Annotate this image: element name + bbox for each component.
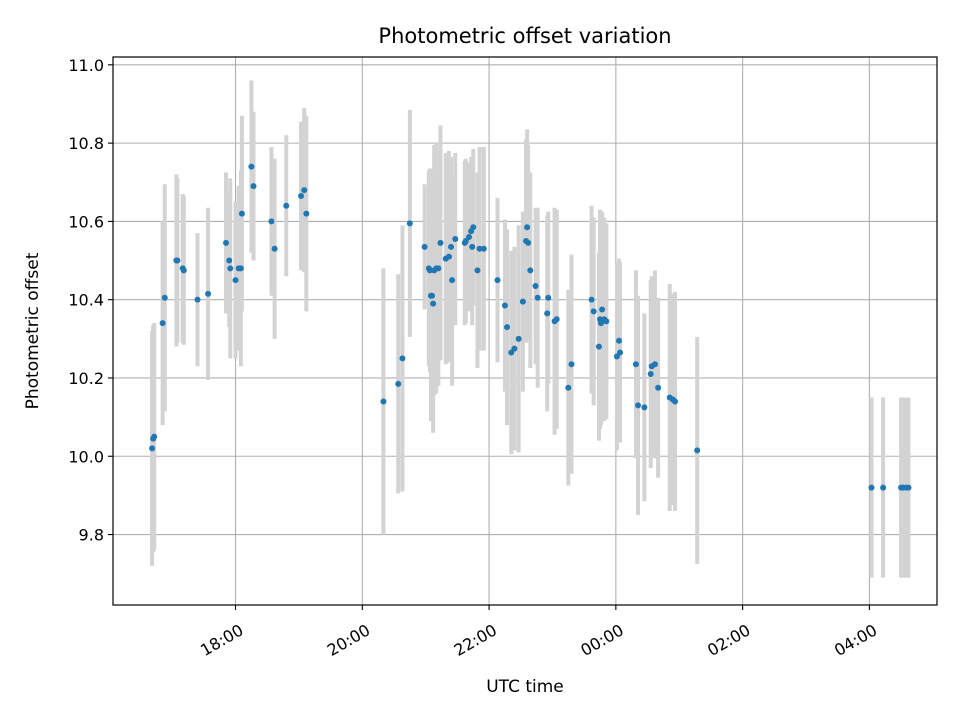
data-point (232, 277, 239, 284)
data-point (151, 433, 158, 440)
data-point (534, 294, 541, 301)
data-point (588, 296, 595, 303)
data-point (515, 335, 522, 342)
data-point (161, 294, 168, 301)
y-tick-label: 10.4 (68, 291, 104, 310)
data-point (445, 253, 452, 260)
data-point (476, 245, 483, 252)
data-point (250, 183, 257, 190)
data-point (672, 398, 679, 405)
data-points (149, 163, 912, 491)
data-point (470, 224, 477, 231)
data-point (421, 243, 428, 250)
data-point (194, 296, 201, 303)
y-tick-label: 10.6 (68, 212, 104, 231)
data-point (223, 239, 230, 246)
y-tick-label: 9.8 (79, 526, 104, 545)
y-tick-label: 10.2 (68, 369, 104, 388)
y-axis-title: Photometric offset (23, 252, 43, 409)
data-point (380, 398, 387, 405)
data-point (880, 484, 887, 491)
data-point (226, 257, 233, 264)
data-point (238, 210, 245, 217)
data-point (532, 282, 539, 289)
data-point (501, 302, 508, 309)
data-point (149, 445, 156, 452)
data-point (641, 404, 648, 411)
data-point (905, 484, 912, 491)
data-point (595, 343, 602, 350)
data-point (301, 187, 308, 194)
data-point (237, 265, 244, 272)
data-point (466, 234, 473, 241)
data-point (303, 210, 310, 217)
data-point (159, 320, 166, 327)
data-point (617, 349, 624, 356)
data-point (524, 224, 531, 231)
y-tick-label: 10.8 (68, 134, 104, 153)
data-point (452, 236, 459, 243)
data-point (568, 361, 575, 368)
data-point (205, 290, 212, 297)
chart-title: Photometric offset variation (378, 24, 671, 48)
data-point (494, 277, 501, 284)
data-point (429, 292, 436, 299)
data-point (395, 380, 402, 387)
data-point (180, 267, 187, 274)
data-point (474, 267, 481, 274)
data-point (448, 243, 455, 250)
data-point (298, 192, 305, 199)
data-point (519, 298, 526, 305)
data-point (527, 267, 534, 274)
data-point (469, 243, 476, 250)
data-point (544, 310, 551, 317)
data-point (599, 306, 606, 313)
data-point (248, 163, 255, 170)
data-point (406, 220, 413, 227)
data-point (545, 294, 552, 301)
data-point (511, 345, 518, 352)
data-point (268, 218, 275, 225)
data-point (651, 361, 658, 368)
data-point (553, 316, 560, 323)
data-point (635, 402, 642, 409)
data-point (283, 202, 290, 209)
data-point (590, 308, 597, 315)
data-point (565, 384, 572, 391)
data-point (271, 245, 278, 252)
data-point (868, 484, 875, 491)
data-point (426, 267, 433, 274)
data-point (632, 361, 639, 368)
x-axis-title: UTC time (486, 677, 564, 697)
data-point (480, 245, 487, 252)
y-tick-label: 10.0 (68, 447, 104, 466)
data-point (655, 384, 662, 391)
data-point (227, 265, 234, 272)
data-point (603, 318, 610, 325)
data-point (435, 265, 442, 272)
data-point (399, 355, 406, 362)
data-point (430, 300, 437, 307)
data-point (174, 257, 181, 264)
data-point (694, 447, 701, 454)
y-axis: 9.8 10.0 10.2 10.4 10.6 10.8 11.0 (68, 56, 113, 545)
y-tick-label: 11.0 (68, 56, 104, 75)
data-point (504, 324, 511, 331)
plot-area-frame (112, 56, 938, 606)
data-point (647, 371, 654, 378)
data-point (616, 337, 623, 344)
data-point (525, 239, 532, 246)
data-point (449, 277, 456, 284)
data-point (437, 239, 444, 246)
